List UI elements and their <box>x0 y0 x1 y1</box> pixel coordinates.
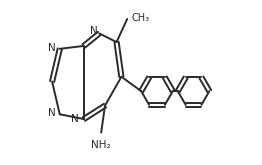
Text: N: N <box>71 114 79 124</box>
Text: NH₂: NH₂ <box>91 140 111 150</box>
Text: CH₃: CH₃ <box>131 13 149 23</box>
Text: N: N <box>48 43 56 53</box>
Text: N: N <box>90 26 97 35</box>
Text: N: N <box>48 108 56 118</box>
